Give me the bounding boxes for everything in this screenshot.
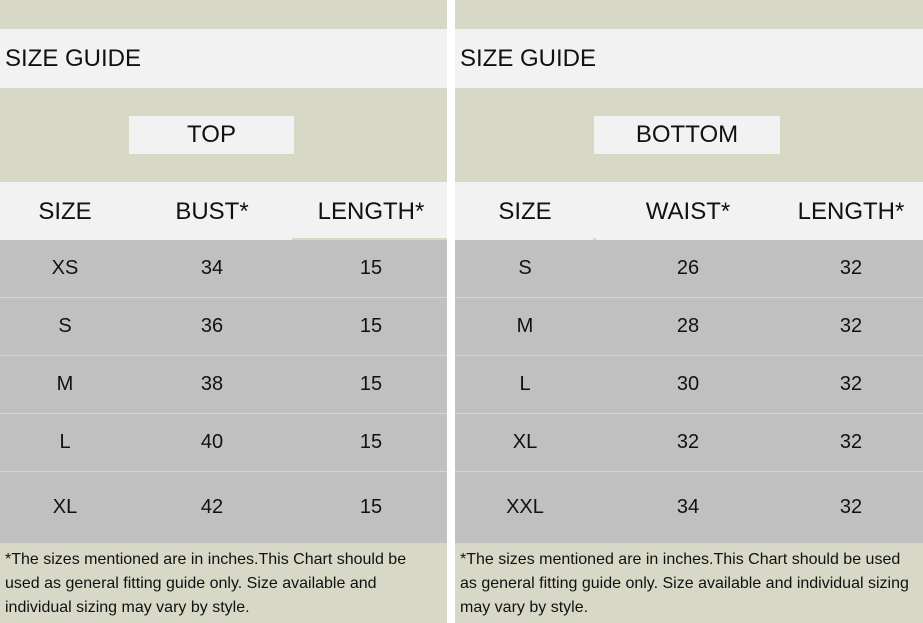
table-cell: M xyxy=(516,315,534,337)
table-header: SIZE WAIST* LENGTH* xyxy=(455,182,923,240)
table-cell: 32 xyxy=(839,373,863,395)
table-cell: 15 xyxy=(359,315,383,337)
table-cell: 32 xyxy=(839,315,863,337)
column-header: BUST* xyxy=(175,198,249,225)
table-row: XL 42 15 xyxy=(0,472,447,543)
header-underline xyxy=(292,238,447,240)
table-cell: 42 xyxy=(200,496,224,518)
table-row: L 30 32 xyxy=(455,356,923,413)
table-row: XL 32 32 xyxy=(455,414,923,471)
table-cell: 36 xyxy=(200,315,224,337)
table-cell: 40 xyxy=(200,431,224,453)
table-cell: XS xyxy=(51,257,79,279)
footnote: *The sizes mentioned are in inches.This … xyxy=(5,551,407,616)
section-label-bottom: BOTTOM xyxy=(594,116,780,154)
table-cell: S xyxy=(58,315,72,337)
table-cell: XL xyxy=(512,431,538,453)
column-header: SIZE xyxy=(38,198,92,225)
table-cell: 28 xyxy=(676,315,700,337)
table-cell: 26 xyxy=(676,257,700,279)
table-cell: 32 xyxy=(839,431,863,453)
size-guide-title: SIZE GUIDE xyxy=(455,29,923,88)
table-cell: XXL xyxy=(506,496,544,518)
table-row: S 26 32 xyxy=(455,240,923,297)
table-header: SIZE BUST* LENGTH* xyxy=(0,182,447,240)
table-cell: 15 xyxy=(359,496,383,518)
table-cell: L xyxy=(59,431,71,453)
table-cell: S xyxy=(518,257,532,279)
table-row: L 40 15 xyxy=(0,414,447,471)
table-cell: 38 xyxy=(200,373,224,395)
column-header: WAIST* xyxy=(645,198,731,225)
column-header: SIZE xyxy=(498,198,552,225)
table-row: S 36 15 xyxy=(0,298,447,355)
table-cell: 34 xyxy=(200,257,224,279)
table-cell: M xyxy=(56,373,74,395)
footnote: *The sizes mentioned are in inches.This … xyxy=(460,551,909,616)
table-cell: 34 xyxy=(676,496,700,518)
table-cell: 15 xyxy=(359,373,383,395)
table-cell: XL xyxy=(52,496,78,518)
table-cell: 32 xyxy=(839,496,863,518)
top-size-guide-panel: SIZE GUIDE TOP SIZE BUST* LENGTH* XS 34 15 S 3… xyxy=(0,0,447,623)
table-cell: 30 xyxy=(676,373,700,395)
table-cell: 32 xyxy=(839,257,863,279)
bottom-size-guide-panel: SIZE GUIDE BOTTOM SIZE WAIST* LENGTH* S 26 3… xyxy=(455,0,923,623)
table-row: XS 34 15 xyxy=(0,240,447,297)
table-row: M 28 32 xyxy=(455,298,923,355)
column-header: LENGTH* xyxy=(797,198,905,225)
column-header: LENGTH* xyxy=(317,198,425,225)
section-label-top: TOP xyxy=(129,116,294,154)
table-cell: 15 xyxy=(359,257,383,279)
table-row: M 38 15 xyxy=(0,356,447,413)
size-guide-title: SIZE GUIDE xyxy=(0,29,447,88)
table-row: XXL 34 32 xyxy=(455,472,923,543)
table-cell: 32 xyxy=(676,431,700,453)
header-underline xyxy=(593,238,596,240)
table-cell: L xyxy=(519,373,531,395)
table-cell: 15 xyxy=(359,431,383,453)
